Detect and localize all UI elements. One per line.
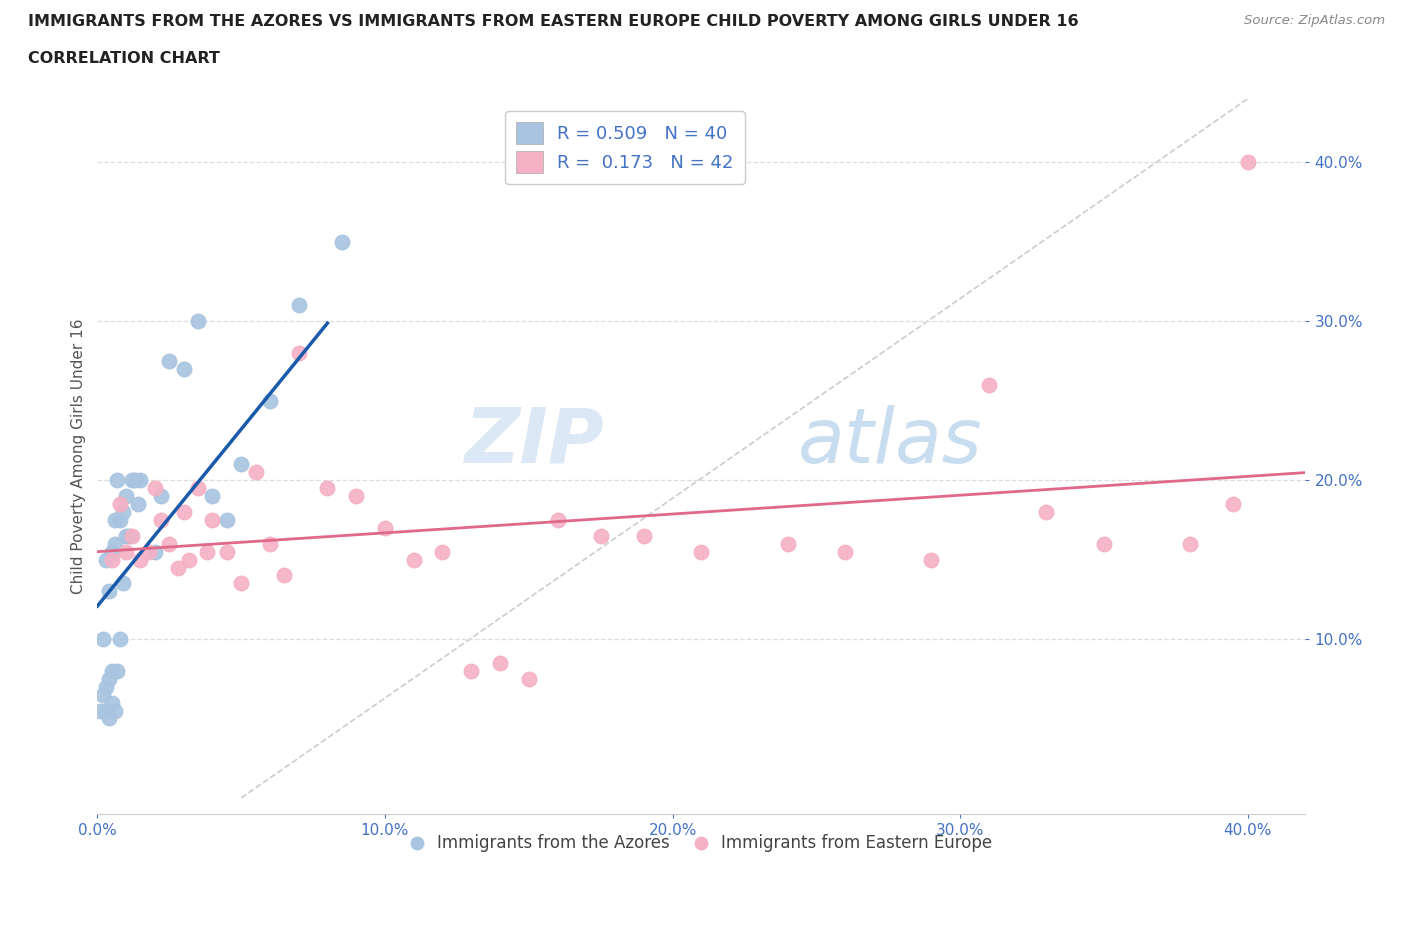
- Point: [201, 488, 224, 503]
- Text: CORRELATION CHART: CORRELATION CHART: [28, 51, 219, 66]
- Y-axis label: Child Poverty Among Girls Under 16: Child Poverty Among Girls Under 16: [72, 318, 86, 594]
- Point: [273, 568, 295, 583]
- Point: [100, 695, 122, 710]
- Point: [1180, 537, 1202, 551]
- Point: [115, 528, 138, 543]
- Point: [104, 512, 127, 527]
- Point: [121, 528, 143, 543]
- Point: [1092, 537, 1115, 551]
- Point: [157, 353, 180, 368]
- Point: [245, 465, 267, 480]
- Point: [138, 544, 160, 559]
- Point: [344, 488, 367, 503]
- Point: [776, 537, 799, 551]
- Point: [173, 362, 195, 377]
- Point: [110, 497, 132, 512]
- Point: [115, 488, 138, 503]
- Point: [127, 497, 149, 512]
- Point: [173, 504, 195, 519]
- Point: [89, 703, 111, 718]
- Point: [100, 544, 122, 559]
- Point: [215, 512, 238, 527]
- Legend: Immigrants from the Azores, Immigrants from Eastern Europe: Immigrants from the Azores, Immigrants f…: [404, 828, 1000, 859]
- Point: [129, 472, 152, 487]
- Point: [157, 537, 180, 551]
- Point: [149, 512, 172, 527]
- Point: [432, 544, 454, 559]
- Point: [690, 544, 713, 559]
- Point: [187, 481, 209, 496]
- Point: [149, 488, 172, 503]
- Point: [94, 703, 117, 718]
- Point: [402, 552, 425, 567]
- Point: [97, 584, 120, 599]
- Point: [118, 528, 141, 543]
- Point: [920, 552, 942, 567]
- Point: [1237, 154, 1260, 169]
- Point: [129, 552, 152, 567]
- Text: atlas: atlas: [799, 405, 983, 479]
- Point: [124, 472, 146, 487]
- Point: [201, 512, 224, 527]
- Point: [195, 544, 218, 559]
- Point: [460, 663, 482, 678]
- Point: [121, 472, 143, 487]
- Point: [259, 393, 281, 408]
- Point: [330, 234, 353, 249]
- Point: [547, 512, 569, 527]
- Point: [94, 552, 117, 567]
- Text: IMMIGRANTS FROM THE AZORES VS IMMIGRANTS FROM EASTERN EUROPE CHILD POVERTY AMONG: IMMIGRANTS FROM THE AZORES VS IMMIGRANTS…: [28, 14, 1078, 29]
- Point: [633, 528, 655, 543]
- Point: [104, 703, 127, 718]
- Point: [547, 154, 569, 169]
- Point: [287, 346, 309, 361]
- Point: [107, 472, 129, 487]
- Point: [107, 663, 129, 678]
- Point: [97, 671, 120, 686]
- Point: [489, 656, 512, 671]
- Point: [110, 512, 132, 527]
- Point: [115, 544, 138, 559]
- Point: [97, 711, 120, 726]
- Point: [1222, 497, 1244, 512]
- Point: [143, 544, 166, 559]
- Point: [231, 457, 253, 472]
- Point: [100, 663, 122, 678]
- Text: ZIP: ZIP: [465, 405, 605, 479]
- Point: [589, 528, 612, 543]
- Point: [104, 537, 127, 551]
- Point: [316, 481, 339, 496]
- Point: [231, 576, 253, 591]
- Point: [167, 560, 190, 575]
- Point: [143, 481, 166, 496]
- Point: [517, 671, 540, 686]
- Point: [112, 504, 135, 519]
- Point: [215, 544, 238, 559]
- Point: [374, 521, 396, 536]
- Point: [834, 544, 856, 559]
- Point: [187, 313, 209, 328]
- Point: [91, 687, 114, 702]
- Point: [1035, 504, 1057, 519]
- Point: [977, 378, 1000, 392]
- Point: [110, 631, 132, 646]
- Point: [112, 576, 135, 591]
- Point: [94, 679, 117, 694]
- Point: [259, 537, 281, 551]
- Point: [287, 298, 309, 312]
- Point: [179, 552, 201, 567]
- Text: Source: ZipAtlas.com: Source: ZipAtlas.com: [1244, 14, 1385, 27]
- Point: [100, 552, 122, 567]
- Point: [91, 631, 114, 646]
